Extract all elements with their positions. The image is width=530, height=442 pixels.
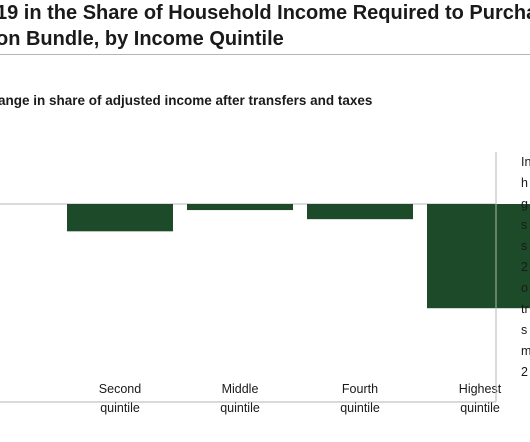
x-tick-label: Second xyxy=(99,382,141,396)
bar xyxy=(187,204,293,211)
x-tick-label: quintile xyxy=(460,401,500,415)
x-tick-label: Fourth xyxy=(342,382,378,396)
side-text-fragment: tr xyxy=(521,302,529,316)
x-tick-label: Middle xyxy=(222,382,259,396)
side-text-fragment: g xyxy=(521,197,528,211)
x-tick-label: Highest xyxy=(459,382,502,396)
chart-subtitle: ange in share of adjusted income after t… xyxy=(0,93,373,108)
side-text-fragment: 2 xyxy=(521,260,528,274)
bar xyxy=(427,204,530,309)
bar xyxy=(307,204,413,220)
side-text-fragment: s xyxy=(521,239,528,253)
side-text-fragment: s xyxy=(521,218,528,232)
side-text-column: In h g s s 2 o tr s m 2 xyxy=(521,152,530,383)
x-tick-label: quintile xyxy=(100,401,140,415)
x-tick-label: quintile xyxy=(220,401,260,415)
chart-title: 19 in the Share of Household Income Requ… xyxy=(0,0,530,52)
bar xyxy=(67,204,173,232)
side-text-fragment: h xyxy=(521,176,528,190)
side-text-fragment: m xyxy=(521,344,530,358)
side-text-fragment: s xyxy=(521,323,528,337)
side-text-fragment: In xyxy=(521,155,530,169)
chart-title-line-2: on Bundle, by Income Quintile xyxy=(0,28,284,50)
side-text-fragment: 2 xyxy=(521,365,528,379)
title-divider xyxy=(0,54,530,55)
x-tick-label: quintile xyxy=(340,401,380,415)
side-text-fragment: o xyxy=(521,281,528,295)
chart-title-line-1: 19 in the Share of Household Income Requ… xyxy=(0,2,530,24)
